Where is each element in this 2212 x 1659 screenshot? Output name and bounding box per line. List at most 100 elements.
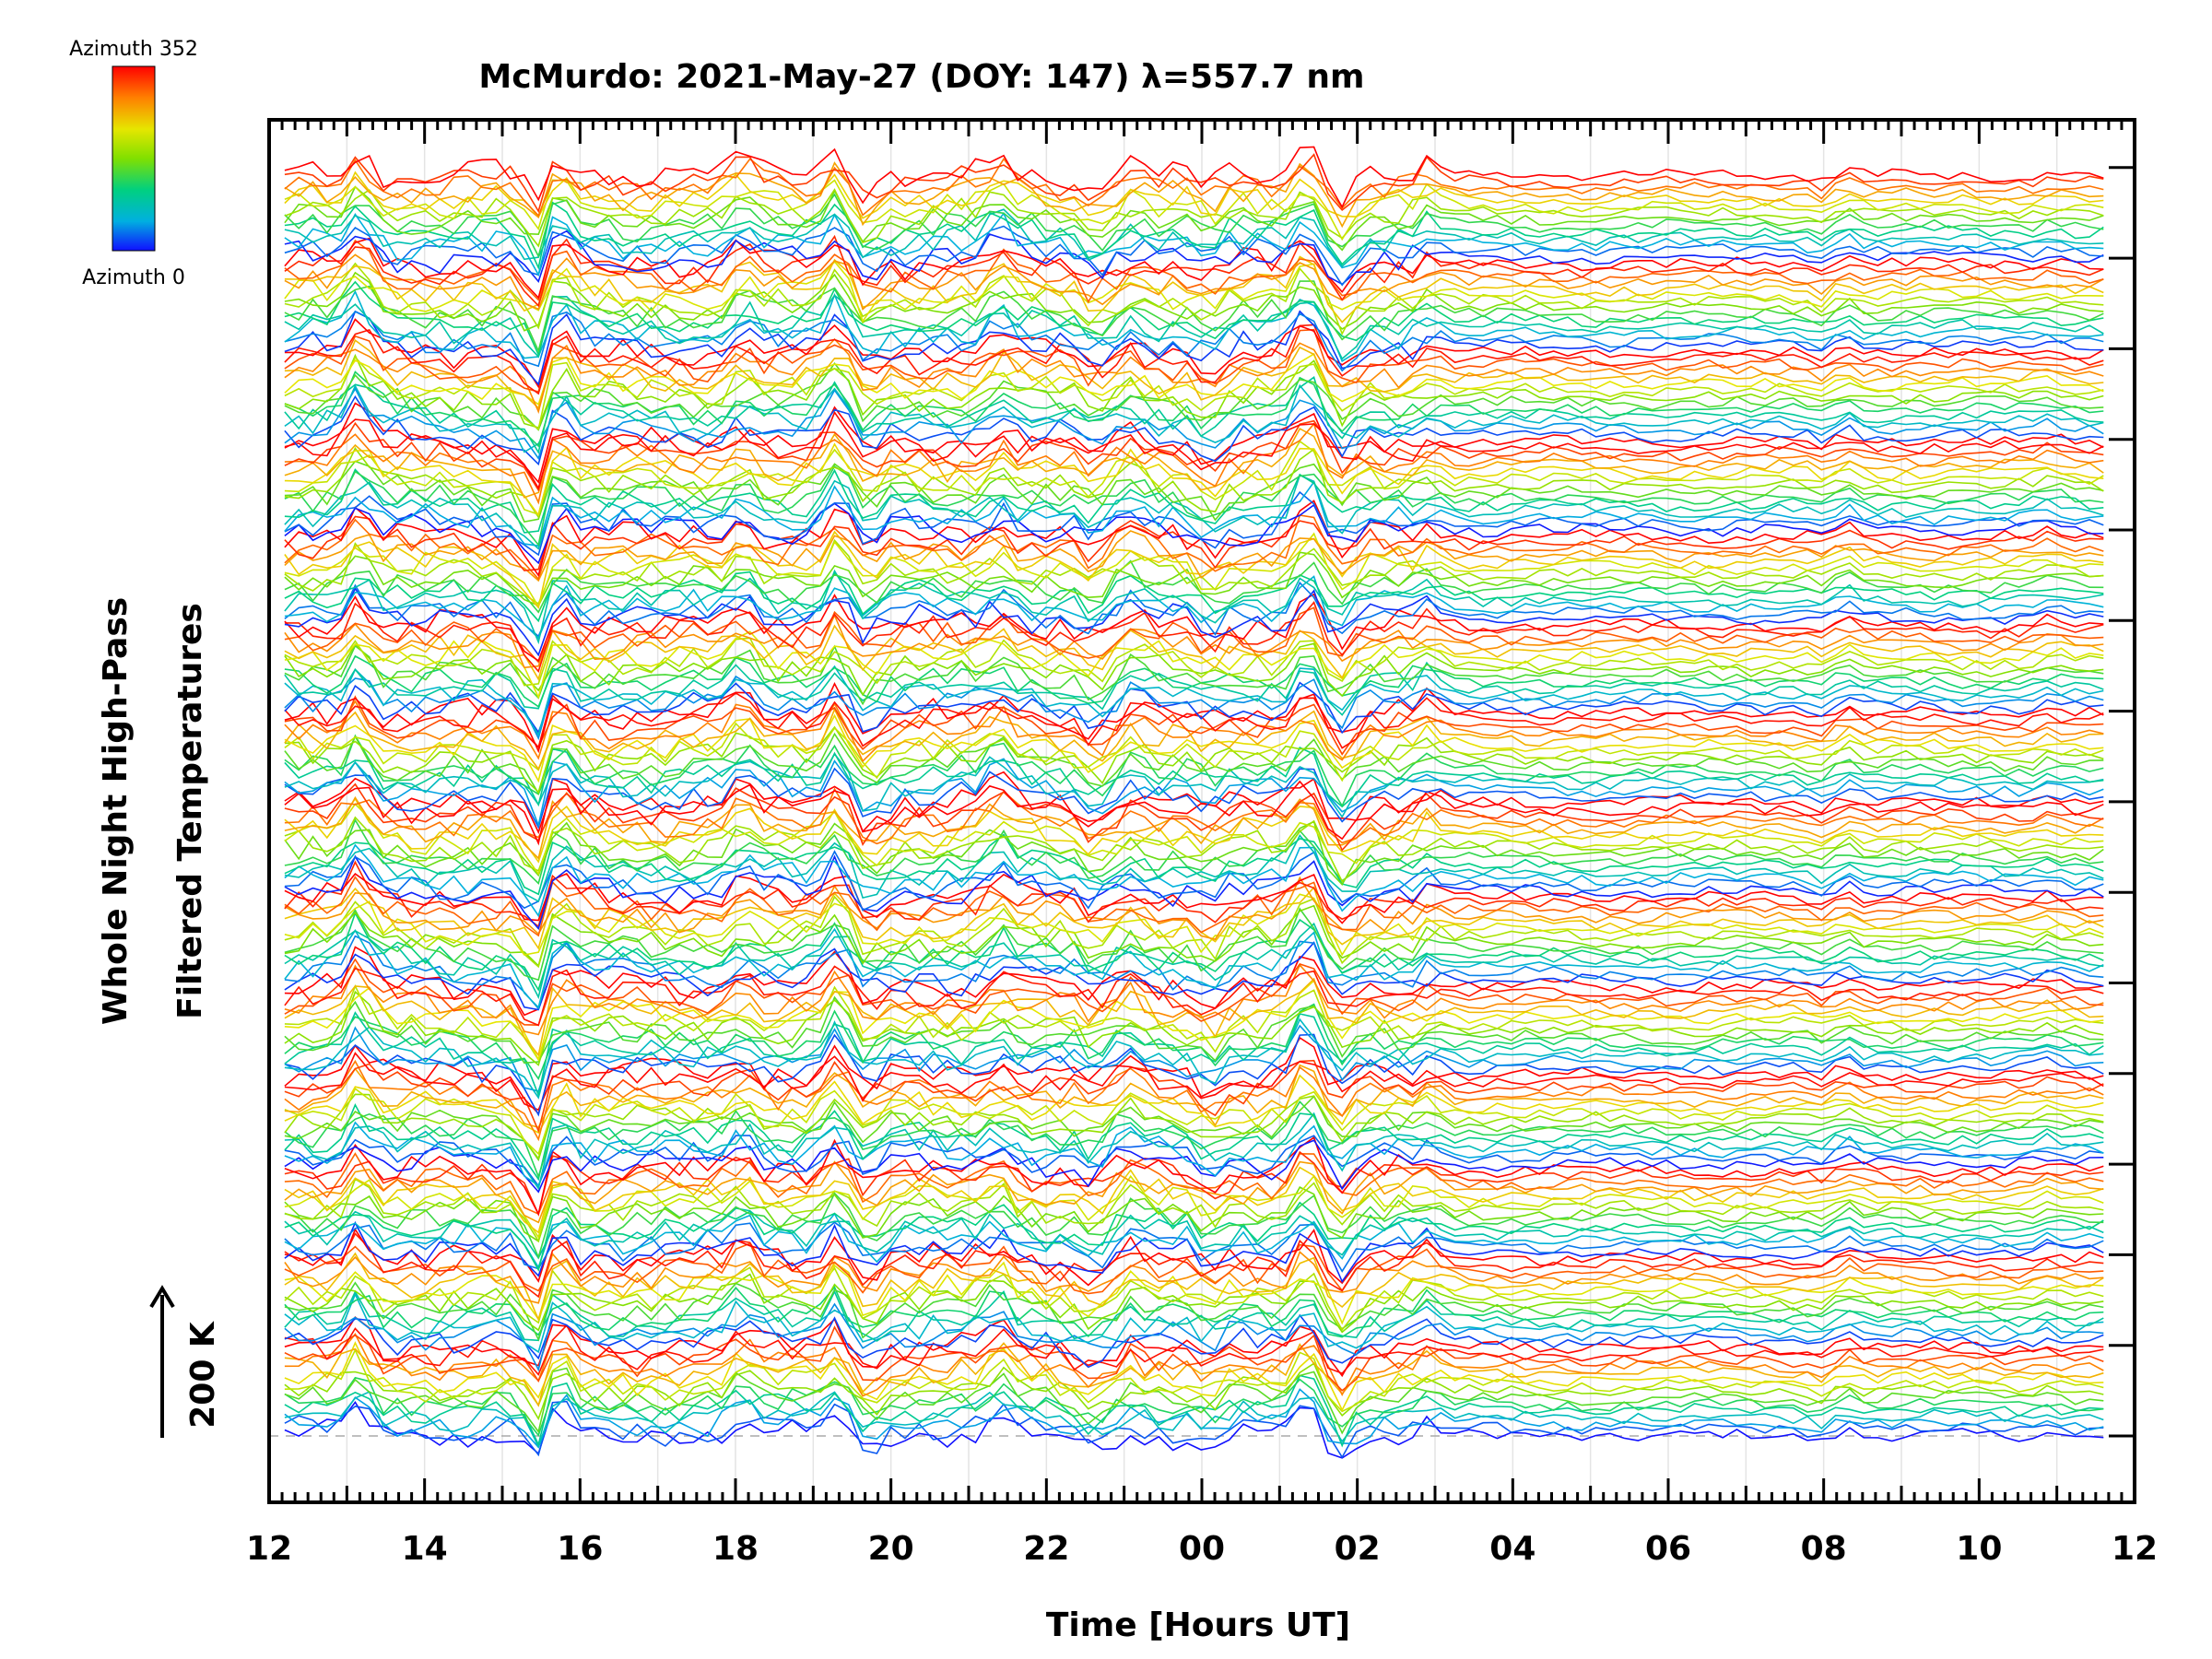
series-line bbox=[284, 229, 2104, 286]
series-line bbox=[284, 460, 2104, 524]
series-line bbox=[284, 468, 2104, 534]
series-line bbox=[284, 927, 2104, 1009]
chart-title: McMurdo: 2021-May-27 (DOY: 147) λ=557.7 … bbox=[478, 58, 1364, 96]
series-line bbox=[284, 575, 2104, 640]
scale-bar bbox=[149, 1285, 175, 1438]
series-line bbox=[284, 530, 2104, 609]
series-line bbox=[284, 665, 2104, 737]
series-line bbox=[284, 188, 2104, 248]
series-line bbox=[284, 586, 2104, 657]
series-line bbox=[284, 1121, 2104, 1187]
series-line bbox=[284, 707, 2104, 771]
series-line bbox=[284, 1003, 2104, 1081]
series-line bbox=[284, 873, 2104, 924]
series-line bbox=[284, 1102, 2104, 1182]
series-line bbox=[284, 185, 2104, 252]
series-line bbox=[284, 1024, 2104, 1092]
series-line bbox=[284, 1093, 2104, 1160]
series-line bbox=[284, 260, 2104, 324]
series-line bbox=[284, 338, 2104, 410]
series-line bbox=[284, 356, 2104, 431]
series-line bbox=[284, 361, 2104, 431]
series-line bbox=[284, 1266, 2104, 1332]
series-line bbox=[284, 990, 2104, 1066]
series-line bbox=[284, 1374, 2104, 1448]
series-line bbox=[284, 318, 2104, 389]
series-line bbox=[284, 644, 2104, 706]
series-line bbox=[284, 1313, 2104, 1369]
series-line bbox=[284, 1201, 2104, 1272]
x-tick-label: 16 bbox=[557, 1530, 603, 1568]
series-line bbox=[284, 816, 2104, 883]
axes: 12 14 16 18 20 22 00 02 04 06 08 10 12 bbox=[246, 118, 2158, 1568]
series-line bbox=[284, 818, 2104, 886]
series-line bbox=[284, 239, 2104, 304]
colorbar-bottom-label: Azimuth 0 bbox=[82, 266, 185, 289]
x-tick-label: 04 bbox=[1489, 1530, 1535, 1568]
series-line bbox=[284, 767, 2104, 830]
series-line bbox=[284, 1139, 2104, 1194]
series-line bbox=[284, 876, 2104, 937]
series-line bbox=[284, 1228, 2104, 1287]
series-line bbox=[284, 843, 2104, 918]
series-lines bbox=[284, 146, 2104, 1459]
x-tick-label: 08 bbox=[1801, 1530, 1847, 1568]
y-axis-label-line2: Filtered Temperatures bbox=[171, 603, 209, 1019]
x-tick-label: 06 bbox=[1645, 1530, 1691, 1568]
colorbar bbox=[112, 65, 156, 252]
series-line bbox=[284, 422, 2104, 505]
series-line bbox=[284, 559, 2104, 614]
series-line bbox=[284, 1052, 2104, 1112]
series-line bbox=[284, 237, 2104, 300]
series-line bbox=[284, 1362, 2104, 1421]
series-line bbox=[284, 850, 2104, 912]
series-line bbox=[284, 758, 2104, 829]
series-line bbox=[284, 624, 2104, 681]
series-line bbox=[284, 569, 2104, 645]
series-line bbox=[284, 1302, 2104, 1372]
series-line bbox=[284, 1174, 2104, 1240]
series-line bbox=[284, 352, 2104, 406]
series-line bbox=[284, 428, 2104, 499]
series-line bbox=[284, 725, 2104, 794]
series-line bbox=[284, 833, 2104, 896]
series-line bbox=[284, 253, 2104, 311]
series-line bbox=[284, 1150, 2104, 1217]
series-line bbox=[284, 1095, 2104, 1162]
series-line bbox=[284, 157, 2104, 218]
series-line bbox=[284, 571, 2104, 623]
series-line bbox=[284, 1036, 2104, 1115]
series-line bbox=[284, 1011, 2104, 1098]
series-line bbox=[284, 1152, 2104, 1216]
series-line bbox=[284, 1160, 2104, 1224]
series-line bbox=[284, 771, 2104, 835]
series-line bbox=[284, 446, 2104, 519]
series-line bbox=[284, 211, 2104, 277]
series-line bbox=[284, 1273, 2104, 1334]
series-line bbox=[284, 797, 2104, 864]
series-line bbox=[284, 732, 2104, 795]
series-line bbox=[284, 387, 2104, 461]
series-line bbox=[284, 201, 2104, 270]
series-line bbox=[284, 1252, 2104, 1322]
series-line bbox=[284, 474, 2104, 550]
series-line bbox=[284, 1186, 2104, 1242]
series-line bbox=[284, 514, 2104, 581]
series-line bbox=[284, 1087, 2104, 1156]
series-line bbox=[284, 146, 2104, 209]
series-line bbox=[284, 747, 2104, 808]
series-line bbox=[284, 1342, 2104, 1407]
x-tick-label: 22 bbox=[1023, 1530, 1069, 1568]
series-line bbox=[284, 675, 2104, 741]
series-line bbox=[284, 941, 2104, 1011]
series-line bbox=[284, 161, 2104, 229]
series-line bbox=[284, 1400, 2104, 1459]
series-line bbox=[284, 661, 2104, 716]
series-line bbox=[284, 904, 2104, 968]
series-line bbox=[284, 289, 2104, 362]
series-line bbox=[284, 1220, 2104, 1284]
series-line bbox=[284, 208, 2104, 268]
x-tick-label: 14 bbox=[402, 1530, 448, 1568]
series-line bbox=[284, 502, 2104, 565]
